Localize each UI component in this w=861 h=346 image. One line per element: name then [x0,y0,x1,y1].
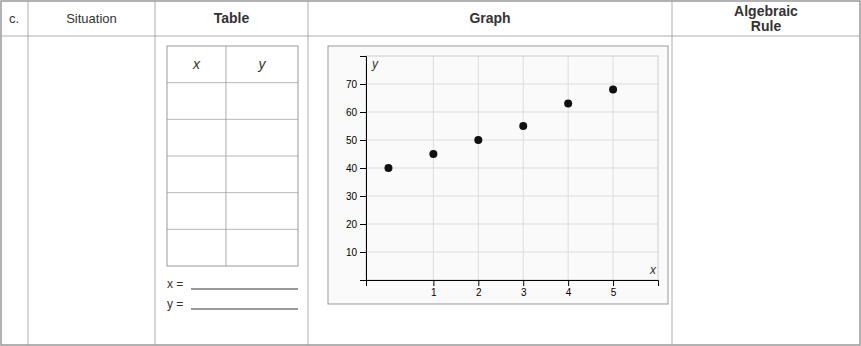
tick: 20 [346,219,366,230]
tick-mark [433,280,434,286]
table-header: x [192,56,201,72]
tick-label: 10 [346,247,358,258]
grid-line-y [366,84,658,85]
tick: 70 [346,79,366,90]
worksheet: c. Situation Table Graph AlgebraicRule x y x = y… [0,0,861,346]
plot-frame [366,56,658,280]
table-row-divider [167,82,298,83]
y-axis-label: y [371,57,379,71]
point [609,86,617,94]
tick-label: 70 [346,79,358,90]
table-box [167,46,298,266]
table-header: y [257,56,266,72]
table-row-divider [167,192,298,193]
header-label: Table [214,10,250,26]
tick-mark [360,84,366,85]
table-row-divider [167,156,298,157]
column-divider [155,1,156,345]
point [519,122,527,130]
tick-mark [360,112,366,113]
grid-line-y [366,196,658,197]
header-divider [1,36,860,37]
grid [366,56,658,280]
tick: 10 [346,247,366,258]
header-label: Graph [469,10,510,26]
x-axis: 1 2 3 4 5 [367,280,659,298]
tick-label: 30 [346,191,358,202]
grid-line-y [366,140,658,141]
points [384,86,617,172]
tick: 60 [346,107,366,118]
tick-mark [360,168,366,169]
grid-line-y [366,112,658,113]
tick-mark [360,252,366,253]
answer-line [191,309,298,310]
tick: 40 [346,163,366,174]
tick-label: 2 [476,287,482,298]
axis-line [367,281,659,287]
tick-mark [613,280,614,286]
tick-mark [360,224,366,225]
grid-line-y [366,168,658,169]
axis-line [360,57,367,281]
tick-mark [478,280,479,286]
header-label: Situation [66,11,117,26]
tick: 4 [566,280,572,298]
tick-label: 3 [521,287,527,298]
tick: 5 [611,280,617,298]
header-label: AlgebraicRule [734,3,798,34]
tick: 30 [346,191,366,202]
tick-label: 50 [346,135,358,146]
header-label: c. [9,11,19,26]
tick: 2 [476,280,482,298]
point [564,100,572,108]
point [474,136,482,144]
tick-label: 60 [346,107,358,118]
grid-line-y [366,224,658,225]
column-divider [672,1,673,345]
equation-label: x = [167,277,183,291]
tick: 50 [346,135,366,146]
answer-line [191,289,298,290]
plot: 1 2 3 4 5 10 20 30 40 50 60 70 y x [346,56,659,298]
tick: 1 [431,280,437,298]
tick-label: 1 [431,287,437,298]
tick-label: 20 [346,219,358,230]
y-axis: 10 20 30 40 50 60 70 [346,57,367,281]
graph-box [328,46,668,304]
tick-mark [360,140,366,141]
point [384,164,392,172]
equation-label: y = [167,297,183,311]
tick-mark [523,280,524,286]
point [429,150,437,158]
outer-border [1,1,860,345]
tick: 3 [521,280,527,298]
tick-label: 5 [611,287,617,298]
table-row-divider [167,229,298,230]
column-divider [28,1,29,345]
tick-mark [568,280,569,286]
tick-label: 40 [346,163,358,174]
table-row-divider [167,119,298,120]
tick-mark [360,196,366,197]
grid-line-y [366,252,658,253]
tick-label: 4 [566,287,572,298]
x-axis-label: x [649,263,657,277]
column-divider [308,1,309,345]
